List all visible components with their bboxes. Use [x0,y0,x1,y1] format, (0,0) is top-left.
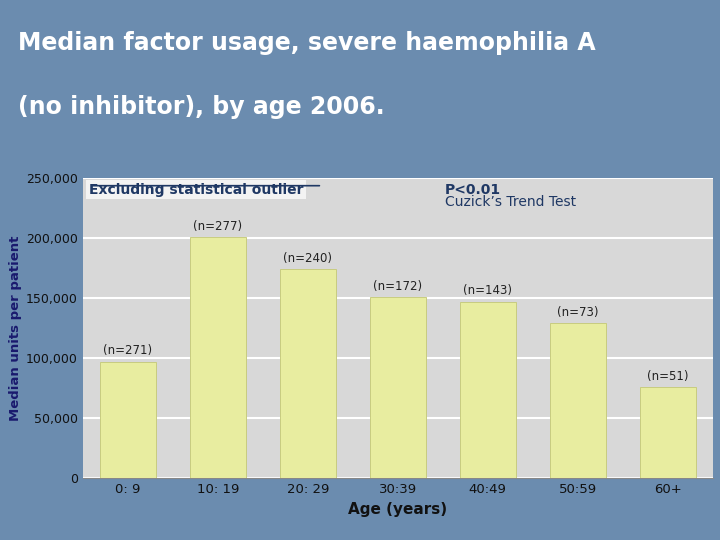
Bar [100,362,156,478]
Bar [460,302,516,478]
Text: (n=271): (n=271) [103,345,153,357]
Text: Excluding statistical outlier: Excluding statistical outlier [89,183,304,197]
X-axis label: Age (years): Age (years) [348,502,447,517]
Text: Cuzick’s Trend Test: Cuzick’s Trend Test [445,195,576,208]
Text: (n=73): (n=73) [557,306,598,319]
Bar [280,269,336,478]
Bar [640,387,696,478]
Bar [190,237,246,478]
Text: (n=277): (n=277) [193,220,243,233]
Text: Median factor usage, severe haemophilia A: Median factor usage, severe haemophilia … [18,31,595,55]
Text: (no inhibitor), by age 2006.: (no inhibitor), by age 2006. [18,96,384,119]
Bar [550,323,606,478]
Text: (n=143): (n=143) [463,285,513,298]
Y-axis label: Median units per patient: Median units per patient [9,235,22,421]
Text: P<0.01: P<0.01 [445,183,501,197]
Bar [370,297,426,478]
Text: (n=172): (n=172) [373,280,423,293]
Text: (n=51): (n=51) [647,369,688,383]
Text: (n=240): (n=240) [283,252,333,265]
